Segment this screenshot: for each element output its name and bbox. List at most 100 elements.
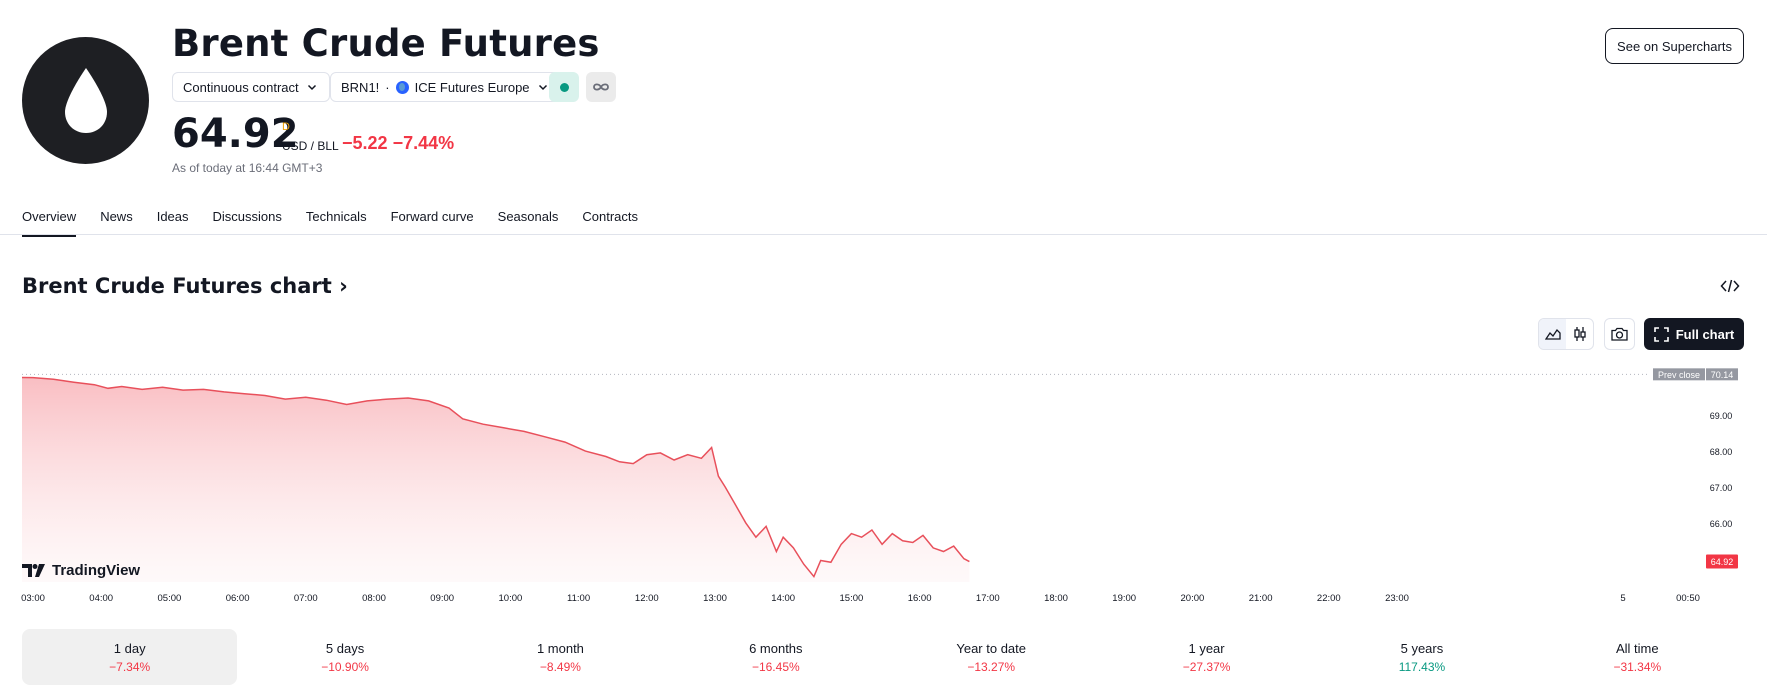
x-tick-label: 18:00 [1044,593,1068,604]
x-tick-label: 20:00 [1181,593,1205,604]
tab-overview[interactable]: Overview [22,209,77,237]
x-tick-label: 16:00 [908,593,932,604]
period-label: 5 years [1400,640,1444,656]
x-tick-label: 10:00 [499,593,523,604]
exchange-name: ICE Futures Europe [414,79,530,95]
performance-periods: 1 day −7.34% 5 days −10.90% 1 month −8.4… [22,629,1745,685]
period-change: 117.43% [1398,659,1446,674]
period-1-day[interactable]: 1 day −7.34% [22,629,238,685]
period-change: −7.34% [109,659,151,674]
period-1-month[interactable]: 1 month −8.49% [453,629,668,685]
chart-section-title[interactable]: Brent Crude Futures chart › [22,274,348,298]
prev-close-label: Prev close [1658,370,1700,380]
period-6-months[interactable]: 6 months −16.45% [668,629,883,685]
symbol-ticker: BRN1! [341,79,380,95]
period-label: 1 month [536,640,584,656]
x-tick-label: 07:00 [294,593,318,604]
separator-dot: · [385,79,390,95]
last-price-badge: 64.92 [1706,554,1738,569]
tab-news[interactable]: News [100,209,133,224]
y-tick-label: 66.00 [1710,519,1733,529]
chevron-down-icon [538,84,547,91]
period-5-years[interactable]: 5 years 117.43% [1314,629,1529,685]
x-tick-label: 09:00 [430,593,454,604]
candles-button[interactable] [1566,319,1593,349]
chart-title-text: Brent Crude Futures chart [22,274,332,298]
period-change: −13.27% [967,659,1016,674]
chevron-right-icon: › [339,274,348,298]
x-tick-label: 21:00 [1249,593,1273,604]
embed-code-icon[interactable] [1720,278,1740,294]
tradingview-logo-icon [22,564,45,577]
period-1-year[interactable]: 1 year −27.37% [1099,629,1314,685]
status-dot-icon [559,82,569,92]
tab-contracts[interactable]: Contracts [582,209,639,224]
globe-icon [395,80,409,94]
x-tick-label: 5 [1620,593,1625,604]
last-price: 64.92 [172,111,299,157]
x-tick-label: 13:00 [703,593,727,604]
period-5-days[interactable]: 5 days −10.90% [237,629,452,685]
tab-seasonals[interactable]: Seasonals [497,209,559,224]
page-title: Brent Crude Futures [172,22,600,65]
period-change: −27.37% [1182,659,1231,674]
chart-type-toggle [1538,318,1594,350]
full-chart-button[interactable]: Full chart [1644,318,1744,350]
tradingview-wordmark: TradingView [52,562,141,579]
tab-forward-curve[interactable]: Forward curve [390,209,474,224]
prev-close-badge: Prev close 70.14 [1653,368,1738,381]
period-label: 1 year [1188,640,1225,656]
x-tick-label: 04:00 [89,593,113,604]
tab-ideas[interactable]: Ideas [156,209,189,224]
x-tick-label: 08:00 [362,593,386,604]
fullscreen-icon [1653,326,1669,342]
market-status-button[interactable] [549,72,579,102]
snapshot-button[interactable] [1604,318,1635,350]
as-of-time: As of today at 16:44 GMT+3 [172,161,323,175]
oil-drop-icon [64,67,107,133]
tab-technicals[interactable]: Technicals [305,209,367,224]
tabs-divider [0,234,1767,235]
series-line [21,376,970,579]
period-change: −10.90% [321,659,369,674]
period-all-time[interactable]: All time −31.34% [1530,629,1745,685]
x-tick-label: 05:00 [158,593,182,604]
change-abs: −5.22 [342,133,388,153]
symbol-exchange-select[interactable]: BRN1! · ICE Futures Europe [330,72,561,102]
period-change: −16.45% [751,659,800,674]
period-change: −8.49% [539,659,581,674]
contract-select[interactable]: Continuous contract [172,72,330,102]
x-tick-label: 23:00 [1385,593,1409,604]
contract-select-label: Continuous contract [183,79,299,95]
x-tick-label: 15:00 [840,593,864,604]
tradingview-logo[interactable]: TradingView [22,562,140,579]
x-tick-label: 22:00 [1317,593,1341,604]
series-area [22,377,970,582]
change-pct: −7.44% [392,133,455,153]
last-price-label: 64.92 [1711,557,1734,567]
interval-flag: D [282,121,290,133]
see-on-supercharts-button[interactable]: See on Supercharts [1605,28,1744,64]
full-chart-label: Full chart [1675,326,1735,342]
price-unit: USD / BLL [282,139,339,153]
y-tick-label: 68.00 [1710,447,1733,457]
candles-icon [1573,327,1586,341]
y-tick-label: 69.00 [1710,411,1733,421]
prev-close-value: 70.14 [1711,370,1734,380]
x-tick-label: 11:00 [567,593,590,604]
x-tick-label: 19:00 [1112,593,1136,604]
period-label: Year to date [956,640,1026,656]
chevron-down-icon [307,84,316,91]
camera-icon [1611,327,1628,341]
area-chart-button[interactable] [1539,319,1566,349]
x-tick-label: 17:00 [976,593,1000,604]
x-tick-label: 12:00 [635,593,659,604]
tab-discussions[interactable]: Discussions [212,209,282,224]
period-label: All time [1616,640,1659,656]
x-tick-label: 14:00 [771,593,795,604]
continuous-button[interactable] [586,72,616,102]
period-year-to-date[interactable]: Year to date −13.27% [884,629,1099,685]
price-chart[interactable]: 66.00 67.00 68.00 69.00 Prev close 70.14 64.92… [0,360,1767,610]
price-change: −5.22 −7.44% [342,133,454,154]
period-change: −31.34% [1613,659,1662,674]
